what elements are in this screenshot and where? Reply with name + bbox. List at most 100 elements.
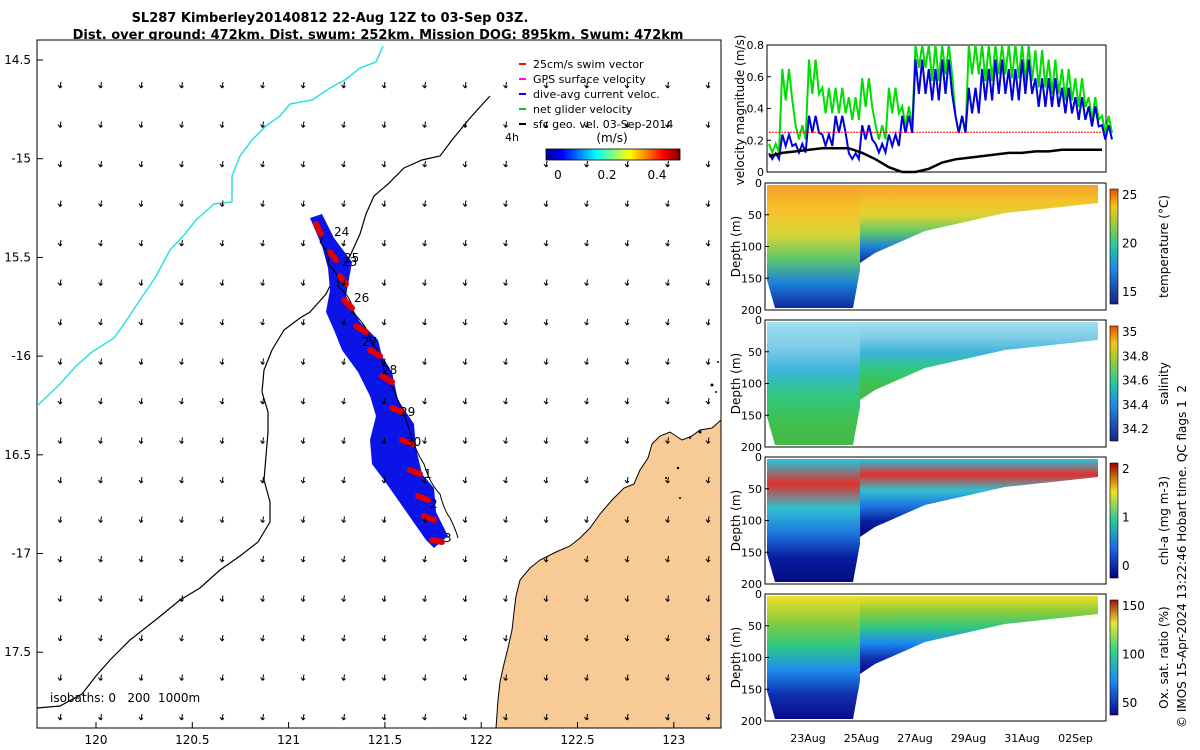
lat-tick-label: -17 — [11, 547, 31, 561]
velocity-arrow — [665, 595, 670, 602]
section-data-shallow — [860, 459, 1098, 537]
velocity-arrow — [341, 279, 346, 286]
day-label-30: 30 — [406, 435, 421, 449]
velocity-arrow — [543, 674, 549, 681]
colorbar-tick-label: 34.2 — [1122, 422, 1149, 436]
velocity-arrow — [138, 121, 144, 128]
swim-vectors — [313, 221, 445, 545]
velocity-arrow — [665, 358, 670, 365]
speed-colorbar-tick-2: 0.4 — [647, 168, 666, 182]
velocity-arrow — [503, 81, 508, 89]
velocity-arrow — [138, 397, 144, 405]
velocity-arrow — [705, 358, 711, 365]
velocity-arrow — [260, 595, 265, 602]
velocity-arrow — [57, 81, 63, 89]
depth-tick-label: 0 — [755, 314, 762, 327]
depth-tick-label: 100 — [741, 378, 762, 391]
velocity-arrow — [57, 516, 63, 523]
velocity-arrow — [503, 160, 508, 168]
velocity-arrow — [422, 516, 427, 523]
date-tick-label: 29Aug — [951, 732, 986, 745]
velocity-arrow — [138, 674, 144, 681]
velocity-arrow — [503, 397, 508, 405]
velocity-arrow — [179, 595, 184, 602]
coast-contour — [37, 45, 384, 407]
velocity-arrow — [705, 160, 711, 168]
velocity-arrow — [665, 279, 670, 286]
velocity-arrow — [300, 437, 306, 444]
velocity-arrow — [57, 397, 63, 405]
velocity-ytick-label: 0.6 — [747, 71, 765, 84]
velocity-arrow — [665, 81, 670, 89]
velocity-arrow — [179, 81, 184, 89]
velocity-arrow — [503, 318, 508, 326]
velocity-arrow — [624, 437, 630, 444]
depth-tick-label: 150 — [741, 272, 762, 285]
depth-ylabel: Depth (m) — [729, 627, 743, 688]
velocity-arrow — [584, 200, 589, 207]
velocity-arrow — [705, 81, 711, 89]
velocity-arrow — [422, 397, 427, 405]
depth-tick-label: 100 — [741, 652, 762, 665]
velocity-arrow — [624, 634, 630, 642]
velocity-arrow — [341, 318, 346, 326]
velocity-arrow — [665, 476, 670, 484]
colorbar-label: salinity — [1157, 362, 1171, 405]
surface-velocity-arrows — [57, 81, 711, 721]
velocity-arrow — [98, 713, 103, 721]
map-panel: 24 25 23 26 27 28 29 30 1 2 3 120 120.5 12… — [4, 39, 722, 747]
speed-colorbar-tick-0: 0 — [554, 168, 562, 182]
velocity-arrow — [624, 81, 630, 89]
velocity-arrow — [219, 358, 225, 365]
velocity-arrow — [219, 476, 225, 484]
velocity-arrow — [584, 713, 589, 721]
velocity-arrow — [584, 634, 589, 642]
velocity-arrow — [543, 358, 549, 365]
velocity-arrow — [260, 713, 265, 721]
velocity-arrow — [503, 516, 508, 523]
velocity-arrow — [300, 397, 306, 405]
velocity-arrow — [381, 397, 387, 405]
day-label-2: 2 — [430, 497, 438, 511]
velocity-arrow — [219, 713, 225, 721]
velocity-arrow — [665, 160, 670, 168]
depth-ylabel: Depth (m) — [729, 490, 743, 551]
velocity-arrow — [543, 516, 549, 523]
section-panel-salinity: 0 50 100 150 200 Depth (m) 35 34.8 34.6 34.4 34.2 s… — [729, 314, 1171, 454]
longitude-axis: 120 120.5 121 121.5 122 122.5 123 — [85, 722, 685, 747]
velocity-arrow — [543, 200, 549, 207]
velocity-arrow — [462, 595, 468, 602]
section-data-deep — [767, 596, 860, 719]
velocity-arrow — [341, 555, 346, 563]
colorbar-tick-label: 34.6 — [1122, 374, 1149, 388]
velocity-arrow — [98, 476, 103, 484]
velocity-arrow — [381, 713, 387, 721]
velocity-arrow — [705, 516, 711, 523]
velocity-arrow — [462, 81, 468, 89]
velocity-arrow — [98, 358, 103, 365]
depth-tick-label: 200 — [741, 578, 762, 591]
velocity-arrow — [381, 279, 387, 286]
velocity-arrow — [462, 516, 468, 523]
velocity-arrow — [341, 713, 346, 721]
velocity-arrow — [300, 81, 306, 89]
day-label-25: 25 — [344, 251, 359, 265]
velocity-arrow — [341, 160, 346, 168]
velocity-arrow — [57, 160, 63, 168]
velocity-arrow — [98, 160, 103, 168]
velocity-arrow — [462, 555, 468, 563]
velocity-arrow — [624, 713, 630, 721]
velocity-arrow — [98, 516, 103, 523]
colorbar — [1109, 325, 1119, 442]
velocity-arrow — [57, 358, 63, 365]
velocity-arrow — [584, 121, 589, 128]
islands — [665, 361, 719, 499]
velocity-arrow — [705, 634, 711, 642]
velocity-arrow — [57, 713, 63, 721]
velocity-arrow — [462, 713, 468, 721]
velocity-arrow — [665, 318, 670, 326]
velocity-arrow — [422, 674, 427, 681]
colorbar-tick-label: 100 — [1122, 648, 1145, 662]
velocity-arrow — [381, 121, 387, 128]
